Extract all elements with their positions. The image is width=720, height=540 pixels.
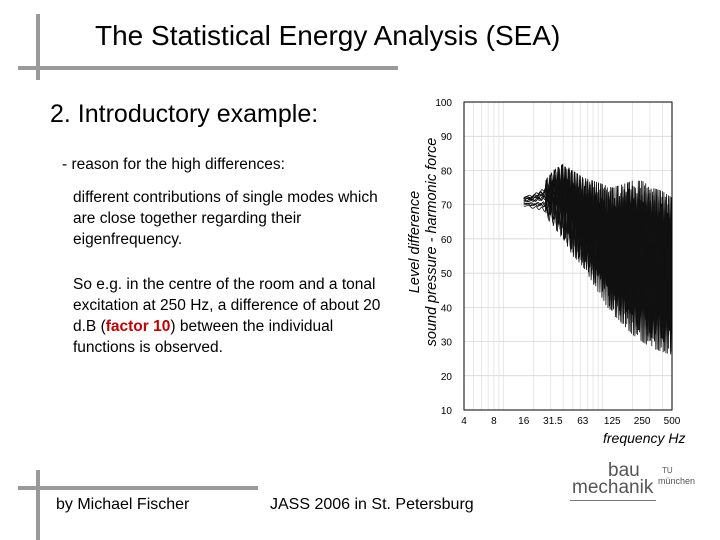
factor-highlight: factor 10 (105, 318, 171, 335)
frame-bar-top-horizontal (18, 66, 398, 70)
y-tick-label: 20 (441, 372, 453, 383)
frame-bar-bottom-horizontal (18, 486, 258, 490)
reason-line: - reason for the high differences: (62, 156, 285, 173)
y-tick-label: 100 (435, 98, 452, 109)
y-tick-label: 90 (441, 132, 453, 143)
y-tick-label: 60 (441, 235, 453, 246)
chart-curves (523, 163, 673, 355)
x-tick-label: 4 (461, 416, 467, 427)
slide-subtitle: 2. Introductory example: (50, 100, 319, 128)
y-tick-label: 50 (441, 269, 453, 280)
footer-author: by Michael Fischer (56, 496, 190, 513)
logo-muenchen: münchen (658, 476, 696, 486)
y-tick-label: 30 (441, 338, 453, 349)
response-curve (523, 176, 673, 319)
frame-bar-top-vertical (36, 14, 40, 80)
y-tick-label: 70 (441, 201, 453, 212)
chart-y-ticks: 10 20 30 40 50 60 70 80 90 100 (435, 98, 452, 417)
logo-bau: bau (608, 460, 640, 481)
x-tick-label: 63 (577, 416, 589, 427)
paragraph-example-pre: So e.g. in the centre of the room and a … (73, 276, 381, 335)
logo-mechanik: mechanik (572, 477, 654, 498)
y-tick-label: 10 (441, 406, 453, 417)
frame-bar-bottom-vertical (36, 470, 40, 540)
paragraph-modes: different contributions of single modes … (73, 189, 378, 248)
x-tick-label: 500 (664, 416, 681, 427)
chart-x-axis-label: frequency Hz (603, 430, 686, 446)
y-tick-label: 40 (441, 303, 453, 314)
x-tick-label: 125 (604, 416, 621, 427)
logo-underline (570, 500, 656, 501)
chart-plot-frame (463, 101, 673, 411)
baumechanik-logo: bau mechanik TU münchen (570, 460, 705, 510)
footer-event: JASS 2006 in St. Petersburg (270, 496, 474, 513)
x-tick-label: 8 (491, 416, 497, 427)
paragraph-example-post: ) between the individual functions is ob… (73, 318, 334, 356)
paragraph-example: So e.g. in the centre of the room and a … (73, 274, 388, 358)
chart-x-ticks: 4 8 16 31.5 63 125 250 500 (461, 416, 681, 427)
slide-title: The Statistical Energy Analysis (SEA) (95, 20, 561, 51)
x-tick-label: 31.5 (543, 416, 563, 427)
response-curve (523, 192, 673, 353)
x-tick-label: 16 (518, 416, 530, 427)
level-difference-chart: 10 20 30 40 50 60 70 80 90 100 4 8 16 31.5 63 125 250 50… (435, 98, 681, 427)
logo-tu: TU (662, 466, 673, 475)
x-tick-label: 250 (634, 416, 651, 427)
y-tick-label: 80 (441, 166, 453, 177)
